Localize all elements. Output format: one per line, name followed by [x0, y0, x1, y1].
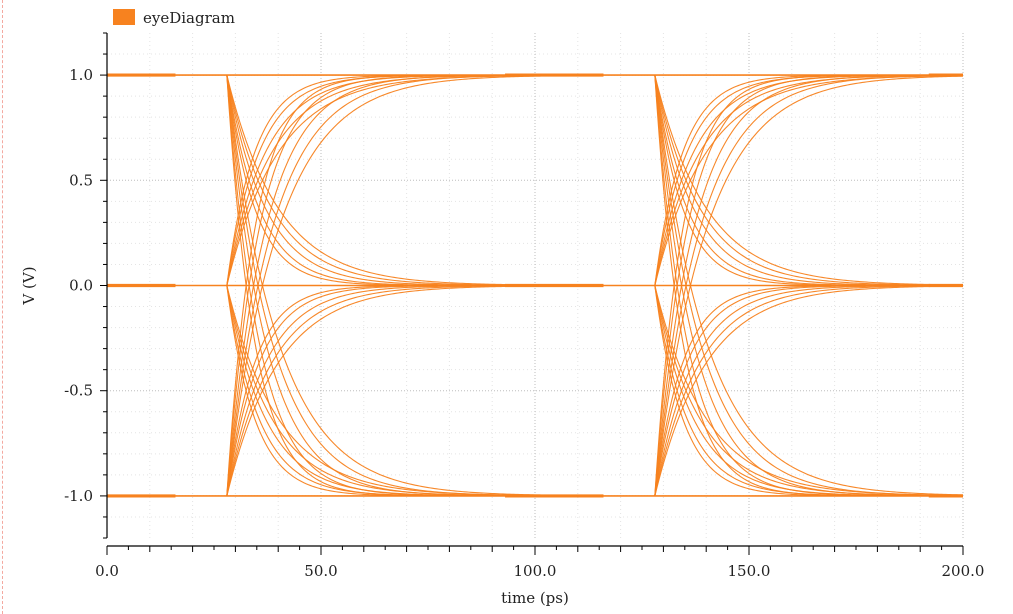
- transition-trace: [226, 74, 604, 496]
- transition-trace: [226, 74, 604, 286]
- transition-trace: [226, 284, 604, 497]
- x-tick-label: 0.0: [95, 562, 119, 580]
- legend[interactable]: eyeDiagram: [113, 9, 235, 27]
- x-tick-label: 150.0: [728, 562, 771, 580]
- x-tick-label: 50.0: [304, 562, 337, 580]
- y-tick-label: 1.0: [69, 66, 93, 84]
- y-tick-label: 0.0: [69, 277, 93, 295]
- transition-trace: [226, 74, 604, 286]
- transition-trace: [226, 74, 604, 287]
- transition-trace: [226, 284, 604, 497]
- x-axis-title: time (ps): [501, 589, 569, 607]
- transition-trace: [654, 285, 964, 497]
- y-axis-title: V (V): [20, 266, 38, 305]
- y-tick-label: -1.0: [64, 487, 93, 505]
- transition-trace: [654, 285, 964, 496]
- transition-trace: [226, 74, 604, 286]
- transition-trace: [654, 74, 964, 496]
- transition-trace: [226, 74, 604, 286]
- transition-trace: [654, 285, 964, 497]
- transition-trace: [654, 285, 964, 497]
- transition-trace: [226, 74, 604, 286]
- transition-trace: [226, 285, 604, 497]
- transition-trace: [226, 74, 604, 286]
- transition-trace: [226, 285, 604, 497]
- x-tick-label: 100.0: [514, 562, 557, 580]
- transition-trace: [226, 74, 604, 287]
- transition-trace: [654, 74, 964, 286]
- transition-trace: [226, 75, 604, 287]
- transition-trace: [226, 74, 604, 287]
- x-tick-label: 200.0: [942, 562, 985, 580]
- transition-trace: [226, 285, 604, 497]
- transition-trace: [226, 284, 604, 497]
- legend-label-eyediagram: eyeDiagram: [143, 9, 235, 27]
- page-left-border: [2, 0, 3, 614]
- transition-trace: [226, 285, 604, 497]
- ticks: 1.0 0.5 0.0 -0.5 -1.0 0.0 50.0 100.0 150.0 200.0: [64, 32, 985, 580]
- transition-trace: [226, 285, 604, 497]
- plot-area: [107, 73, 964, 498]
- y-tick-label: 0.5: [69, 171, 93, 189]
- transition-trace: [654, 74, 964, 496]
- transition-trace: [654, 75, 964, 496]
- transition-trace: [226, 285, 604, 497]
- legend-swatch: [113, 9, 135, 25]
- transition-trace: [226, 284, 604, 496]
- y-tick-label: -0.5: [64, 382, 93, 400]
